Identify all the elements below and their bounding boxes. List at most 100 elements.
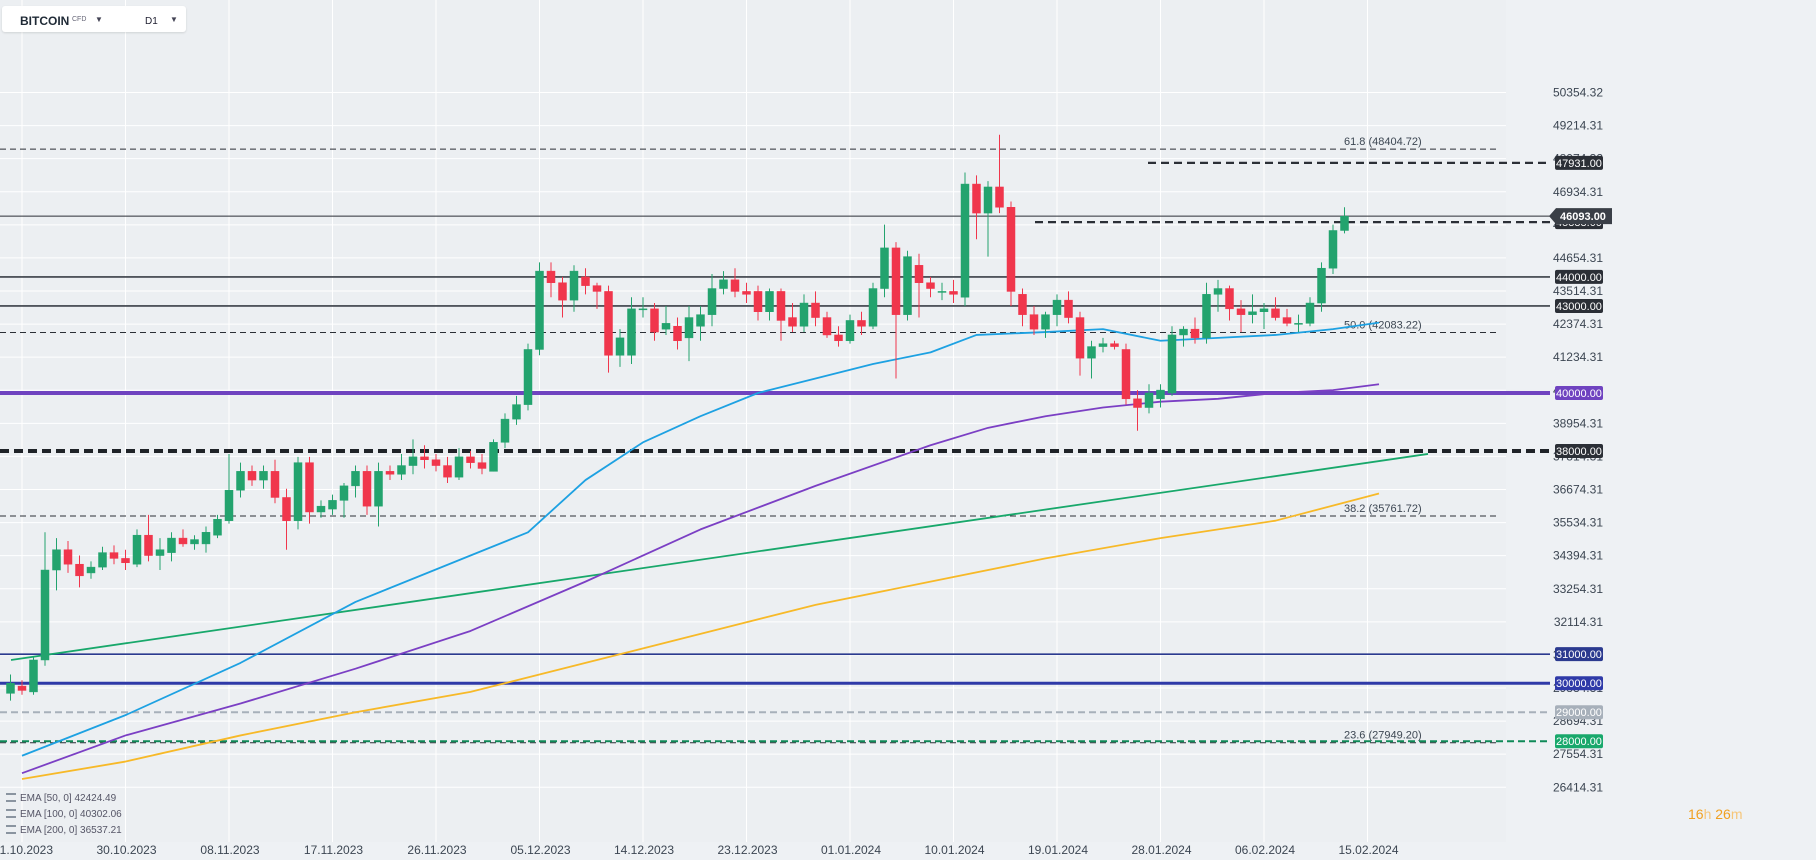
candle xyxy=(868,282,878,330)
candle-body xyxy=(259,471,268,481)
timer-minutes-unit: m xyxy=(1730,806,1743,822)
candle-body xyxy=(29,659,38,693)
candle-body xyxy=(512,404,521,420)
candle xyxy=(109,545,119,565)
price-tag-box xyxy=(1555,676,1603,691)
candle-body xyxy=(1190,328,1200,339)
candle-body xyxy=(431,459,441,466)
candle-body xyxy=(6,682,15,694)
candle xyxy=(1213,279,1223,312)
symbol-toolbar[interactable]: BITCOIN CFD ▼ D1 ▼ xyxy=(2,6,186,32)
candle-body xyxy=(1271,308,1280,318)
candle-body xyxy=(1144,392,1154,408)
candle-body xyxy=(661,323,671,330)
candle xyxy=(1282,308,1292,327)
x-tick-label: 15.02.2024 xyxy=(1338,843,1398,857)
candle xyxy=(914,253,924,318)
candle-body xyxy=(454,456,464,478)
candle xyxy=(569,265,579,312)
candle-body xyxy=(385,471,395,475)
fibonacci-level-label: 23.6 (27949.20) xyxy=(1344,730,1422,742)
candle-body xyxy=(1087,346,1096,359)
candle xyxy=(443,456,452,483)
candle xyxy=(592,282,602,309)
x-tick-label: 19.01.2024 xyxy=(1028,843,1088,857)
candle-body xyxy=(788,317,797,327)
legend-ema-200[interactable]: EMA [200, 0] 36537.21 xyxy=(6,825,122,836)
candle xyxy=(1305,297,1315,327)
candle-body xyxy=(1110,343,1119,347)
candle-body xyxy=(190,539,199,545)
y-tick-label: 34394.31 xyxy=(1553,549,1603,563)
y-tick-label: 46934.31 xyxy=(1553,185,1603,199)
candle xyxy=(144,514,153,562)
candle-body xyxy=(546,270,556,283)
candle xyxy=(845,314,855,344)
candle-body xyxy=(305,462,314,513)
candle xyxy=(1029,305,1039,335)
candle-body xyxy=(1029,314,1039,330)
candle-body xyxy=(615,337,625,356)
timeframe-selector[interactable]: D1 xyxy=(145,16,158,27)
candle-body xyxy=(1248,311,1257,315)
candle-body xyxy=(1213,288,1223,295)
candle xyxy=(1144,384,1154,414)
candle-body xyxy=(1202,294,1211,339)
candle-body xyxy=(891,247,901,315)
candle xyxy=(374,462,383,527)
candle-body xyxy=(167,537,176,553)
candle xyxy=(1156,384,1165,408)
candle xyxy=(477,453,487,475)
price-tag-label: 30000.00 xyxy=(1556,678,1602,690)
candle-body xyxy=(696,314,705,327)
candle-body xyxy=(1259,308,1269,312)
candle-body xyxy=(742,291,751,295)
caret-down-icon[interactable]: ▼ xyxy=(95,15,103,24)
legend-label: EMA [200, 0] 36537.21 xyxy=(20,825,122,836)
candle-body xyxy=(443,465,452,478)
legend-ema-100[interactable]: EMA [100, 0] 40302.06 xyxy=(6,809,122,820)
candle-body xyxy=(983,186,993,214)
x-tick-label: 28.01.2024 xyxy=(1131,843,1191,857)
candle-body xyxy=(374,471,383,507)
candle xyxy=(558,276,567,318)
price-tag-box xyxy=(1555,298,1603,313)
candle xyxy=(696,305,705,341)
legend-label: EMA [50, 0] 42424.49 xyxy=(20,793,117,804)
candle xyxy=(776,288,786,341)
candle xyxy=(753,285,763,321)
trendline xyxy=(10,453,1429,661)
candle-body xyxy=(1305,302,1315,324)
symbol-name[interactable]: BITCOIN xyxy=(20,14,70,28)
candle xyxy=(1294,314,1303,333)
candle xyxy=(1259,303,1269,330)
y-tick-label: 32114.31 xyxy=(1554,615,1603,629)
candle xyxy=(75,555,84,588)
price-tag-box xyxy=(1555,444,1603,459)
candle xyxy=(408,439,418,475)
y-tick-label: 38954.31 xyxy=(1553,416,1603,430)
caret-down-icon[interactable]: ▼ xyxy=(170,15,178,24)
candle-body xyxy=(1052,299,1062,315)
price-level-tag: 38000.00 xyxy=(1555,444,1603,459)
candle xyxy=(799,294,809,333)
candle xyxy=(604,285,613,373)
x-tick-label: 01.01.2024 xyxy=(821,843,881,857)
candle-body xyxy=(638,308,648,311)
price-level-tag: 28000.00 xyxy=(1555,734,1603,749)
candle-body xyxy=(397,465,406,475)
price-level-tag: 47931.00 xyxy=(1555,155,1603,170)
candle xyxy=(1340,207,1349,234)
candle xyxy=(1271,297,1280,321)
legend-ema-50[interactable]: EMA [50, 0] 42424.49 xyxy=(6,793,116,804)
candle xyxy=(546,262,556,298)
candle-body xyxy=(1179,328,1188,336)
candle xyxy=(707,274,717,327)
x-tick-label: 14.12.2023 xyxy=(614,843,674,857)
candle xyxy=(1317,262,1326,312)
candle-body xyxy=(1006,207,1016,292)
candle xyxy=(454,448,464,481)
candle xyxy=(6,674,15,701)
